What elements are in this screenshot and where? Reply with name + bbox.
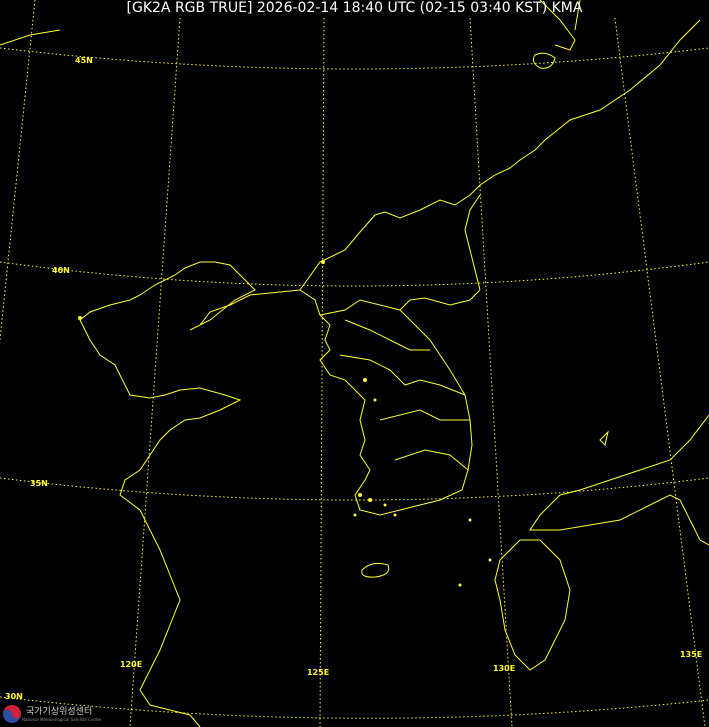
lat-label-45n: 45N xyxy=(75,56,93,65)
lon-label-125e: 125E xyxy=(307,668,330,677)
lon-130e-line xyxy=(469,17,513,727)
logo-subtitle: National Meteorological Satellite Center xyxy=(22,716,102,722)
lon-135e-line xyxy=(614,17,706,727)
lon-120e-line xyxy=(129,17,181,727)
lon-115e-line xyxy=(0,0,36,345)
lon-label-120e: 120E xyxy=(120,660,143,669)
jeju-island xyxy=(361,562,390,578)
lat-label-40n: 40N xyxy=(52,266,70,275)
ussuri-island xyxy=(532,52,556,69)
japan-coast xyxy=(494,414,709,671)
russia-coast xyxy=(464,0,701,291)
korea-coast xyxy=(299,139,546,516)
logo-name: 국가기상위성센터 xyxy=(26,706,93,717)
image-title: [GK2A RGB TRUE] 2026-02-14 18:40 UTC (02… xyxy=(126,0,583,16)
lat-40n-line xyxy=(0,261,709,287)
lon-125e-line xyxy=(319,17,325,727)
china-coast xyxy=(0,29,301,727)
kma-logo: 국가기상위성센터 National Meteorological Satelli… xyxy=(2,704,102,724)
small-islands xyxy=(78,260,492,587)
lat-label-35n: 35N xyxy=(30,479,48,488)
lon-label-135e: 135E xyxy=(680,650,703,659)
lat-45n-line xyxy=(0,47,709,70)
korea-borders xyxy=(319,299,470,471)
lat-35n-line xyxy=(0,477,709,501)
taegeuk-emblem-icon xyxy=(3,705,21,723)
lat-30n-line xyxy=(0,696,709,719)
lon-label-130e: 130E xyxy=(493,664,516,673)
lat-label-30n: 30N xyxy=(5,692,23,701)
